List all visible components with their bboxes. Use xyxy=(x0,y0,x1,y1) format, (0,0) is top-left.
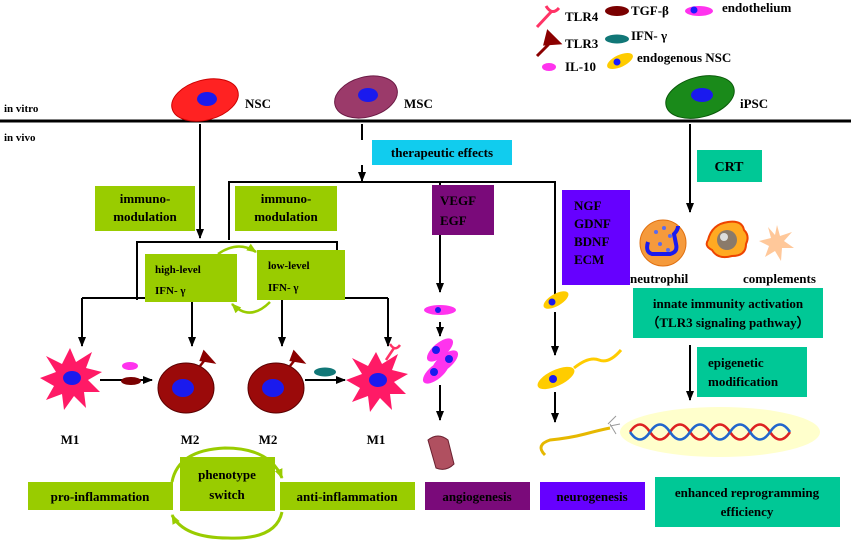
neutrophil-icon xyxy=(639,219,687,267)
gdnf-label: GDNF xyxy=(574,216,611,231)
legend-ifng: IFN- γ xyxy=(631,28,667,43)
m2-cell-left xyxy=(157,349,217,414)
endogenous-nsc-icon xyxy=(607,52,633,70)
msc-label: MSC xyxy=(404,96,433,111)
in-vitro-label: in vitro xyxy=(4,103,39,115)
immunomodulation-2-line-2: modulation xyxy=(254,209,318,224)
switch-arrow-top xyxy=(217,243,257,256)
dna-icon xyxy=(620,407,820,457)
ngf-label: NGF xyxy=(574,198,602,213)
angiogenesis-box xyxy=(425,482,530,510)
legend-endothelium: endothelium xyxy=(722,0,792,15)
bdnf-label: BDNF xyxy=(574,234,609,249)
m1-label-right: M1 xyxy=(367,432,386,447)
therapeutic-effects-label: therapeutic effects xyxy=(391,145,493,160)
therapeutic-effects-box xyxy=(372,140,512,165)
neutrophil-label: neutrophil xyxy=(630,271,689,286)
epigenetic-label-line-2: modification xyxy=(708,374,779,389)
ipsc-label: iPSC xyxy=(740,96,768,111)
complement-star-icon xyxy=(759,225,794,261)
m2-cell-mid xyxy=(247,349,307,414)
neurogenesis-box xyxy=(540,482,645,510)
migrating-nsc-cell xyxy=(537,349,623,390)
tlr3-pathway-label: （TLR3 signaling pathway） xyxy=(646,315,809,330)
complements-label: complements xyxy=(743,271,816,286)
innate-immunity-label: innate immunity activation xyxy=(653,296,804,311)
switch-cycle-arrow-bottom xyxy=(170,511,284,540)
ifng-icon xyxy=(605,34,629,44)
egf-label: EGF xyxy=(440,213,467,228)
blood-vessel-icon xyxy=(427,435,455,470)
m2-label-left: M2 xyxy=(181,432,200,447)
vegf-label: VEGF xyxy=(440,193,476,208)
neuron-icon xyxy=(539,415,621,457)
ecm-label: ECM xyxy=(574,252,604,267)
msc-cell: MSC xyxy=(334,75,433,119)
growth-factors-box xyxy=(562,190,630,285)
anti-inflammation-box xyxy=(280,482,415,510)
m1-label-left: M1 xyxy=(61,432,80,447)
switch-arrow-bottom xyxy=(231,301,271,314)
nsc-cell: NSC xyxy=(171,78,271,122)
legend-il10: IL-10 xyxy=(565,59,596,74)
phenotype-switch-box xyxy=(180,457,275,511)
m1-cell-left xyxy=(40,348,102,410)
immunomodulation-1-line-2: modulation xyxy=(113,209,177,224)
legend-tlr4: TLR4 xyxy=(565,9,599,24)
il10-molecule xyxy=(122,362,138,370)
innate-immunity-box xyxy=(633,288,823,338)
phenotype-switch-line-1: phenotype xyxy=(198,467,256,482)
legend: TLR4 TGF-β endothelium TLR3 IFN- γ IL-10… xyxy=(535,0,792,74)
ipsc-cell: iPSC xyxy=(665,75,768,119)
crt-box xyxy=(697,150,762,182)
reprogramming-efficiency-box xyxy=(655,477,840,527)
epigenetic-label-line-1: epigenetic xyxy=(708,355,764,370)
nsc-label: NSC xyxy=(245,96,271,111)
tgfb-molecule xyxy=(121,377,141,385)
high-level-ifng-box xyxy=(145,254,237,302)
crt-label: CRT xyxy=(714,160,744,175)
anti-inflammation-label: anti-inflammation xyxy=(296,489,398,504)
neurogenesis-label: neurogenesis xyxy=(556,489,627,504)
angiogenesis-label: angiogenesis xyxy=(442,489,511,504)
ifng-molecule xyxy=(314,367,336,377)
in-vivo-label: in vivo xyxy=(4,132,36,144)
switch-cycle-arrow-top xyxy=(170,446,284,483)
endothelium-cluster xyxy=(422,338,459,384)
vegf-egf-box xyxy=(432,185,494,235)
pro-inflammation-label: pro-inflammation xyxy=(51,489,150,504)
legend-tlr3: TLR3 xyxy=(565,36,599,51)
high-level-ifng-label: IFN- γ xyxy=(155,285,186,297)
low-level-label: low-level xyxy=(268,260,310,272)
high-level-label: high-level xyxy=(155,264,201,276)
m2-label-mid: M2 xyxy=(259,432,278,447)
legend-endogenous-nsc: endogenous NSC xyxy=(637,50,731,65)
epigenetic-box xyxy=(697,347,807,397)
pro-inflammation-box xyxy=(28,482,173,510)
phenotype-switch-line-2: switch xyxy=(209,487,245,502)
immunomodulation-box-1 xyxy=(95,186,195,231)
reprogramming-label-line-2: efficiency xyxy=(721,504,774,519)
endothelium-cell xyxy=(424,305,456,315)
endogenous-nsc-cell xyxy=(543,291,569,309)
legend-tgfb: TGF-β xyxy=(631,3,669,18)
complement-cell-icon xyxy=(705,220,749,259)
tgfb-icon xyxy=(605,6,629,16)
m1-cell-right xyxy=(346,343,408,412)
tlr3-icon xyxy=(535,29,563,58)
low-level-ifng-box xyxy=(257,250,345,300)
endothelium-icon xyxy=(685,6,713,16)
reprogramming-label-line-1: enhanced reprogramming xyxy=(675,485,820,500)
il10-icon xyxy=(542,63,556,71)
immunomodulation-1-line-1: immuno- xyxy=(120,191,171,206)
tlr4-icon xyxy=(535,5,561,29)
low-level-ifng-label: IFN- γ xyxy=(268,282,299,294)
immunomodulation-box-2 xyxy=(235,186,337,231)
immunomodulation-2-line-1: immuno- xyxy=(261,191,312,206)
